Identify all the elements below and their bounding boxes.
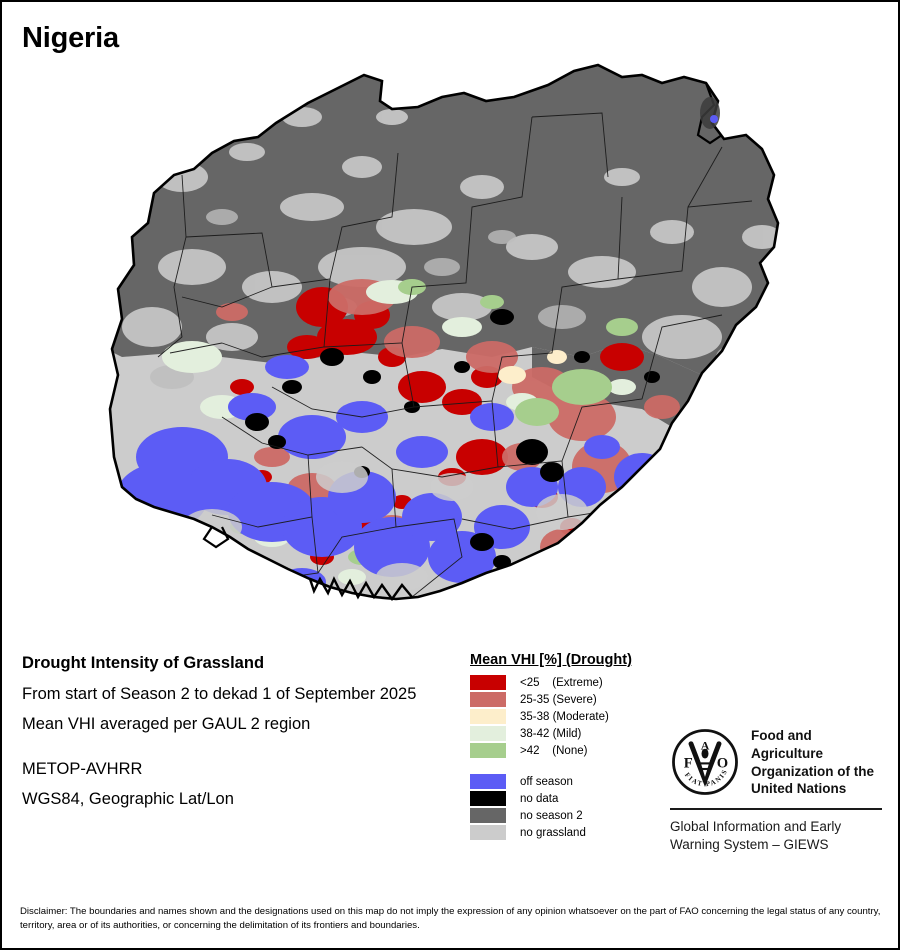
legend-label-extreme: <25 (Extreme) — [520, 676, 603, 689]
national-boundary — [108, 63, 780, 601]
legend-label-no-data: no data — [520, 792, 559, 805]
legend-swatch-none — [470, 743, 506, 758]
legend-item-extreme: <25 (Extreme) — [470, 674, 670, 691]
lake-chad — [700, 97, 720, 129]
niger-delta-coast — [308, 576, 413, 602]
fao-divider — [670, 808, 882, 811]
page-title: Nigeria — [22, 22, 119, 54]
legend-item-none: >42 (None) — [470, 742, 670, 759]
legend-item-no-season-2: no season 2 — [470, 807, 670, 824]
map-canvas[interactable] — [62, 57, 852, 637]
legend-item-off-season: off season — [470, 773, 670, 790]
map-raster-layer — [110, 65, 778, 599]
legend-item-no-data: no data — [470, 790, 670, 807]
admin-boundaries — [157, 112, 763, 598]
caption-projection: WGS84, Geographic Lat/Lon — [22, 790, 234, 808]
fao-emblem-icon: F A O FIAT PANIS — [672, 729, 738, 795]
map-caption: Drought Intensity of Grassland From star… — [22, 655, 452, 822]
legend-item-severe: 25-35 (Severe) — [470, 691, 670, 708]
caption-period: From start of Season 2 to dekad 1 of Sep… — [22, 684, 417, 703]
giews-name: Global Information and Early Warning Sys… — [670, 818, 885, 854]
legend-item-moderate: 35-38 (Moderate) — [470, 708, 670, 725]
fao-name: Food and Agriculture Organization of the… — [751, 727, 885, 798]
legend-item-mild: 38-42 (Mild) — [470, 725, 670, 742]
fao-name-line1: Food and Agriculture — [751, 728, 824, 761]
legend-label-severe: 25-35 (Severe) — [520, 693, 597, 706]
fao-logo-row: F A O FIAT PANIS Food and Agriculture Or… — [670, 727, 885, 798]
fao-name-line3: United Nations — [751, 781, 847, 797]
legend-label-no-grassland: no grassland — [520, 826, 586, 839]
legend-title: Mean VHI [%] (Drought) — [470, 652, 632, 668]
legend-swatch-no-grassland — [470, 825, 506, 840]
caption-sensor: METOP-AVHRR — [22, 759, 143, 778]
giews-line2: Warning System – GIEWS — [670, 837, 829, 853]
legend-swatch-extreme — [470, 675, 506, 690]
legend: Mean VHI [%] (Drought) <25 (Extreme) 25-… — [470, 652, 670, 841]
giews-line1: Global Information and Early — [670, 819, 842, 835]
fao-letter-f: F — [684, 756, 693, 772]
fao-name-line2: Organization of the — [751, 763, 874, 779]
legend-swatch-severe — [470, 692, 506, 707]
legend-label-mild: 38-42 (Mild) — [520, 727, 582, 740]
lake-chad-water — [710, 115, 718, 123]
legend-label-no-season-2: no season 2 — [520, 809, 583, 822]
caption-product-title: Drought Intensity of Grassland — [22, 654, 265, 672]
legend-swatch-no-season-2 — [470, 808, 506, 823]
legend-spacer — [470, 759, 670, 773]
lagos-lagoon — [202, 526, 230, 549]
legend-swatch-no-data — [470, 791, 506, 806]
fao-letter-a: A — [701, 738, 710, 752]
legend-swatch-moderate — [470, 709, 506, 724]
fao-branding: F A O FIAT PANIS Food and Agriculture Or… — [670, 727, 885, 855]
legend-swatch-off-season — [470, 774, 506, 789]
caption-gap — [22, 747, 452, 761]
nigeria-choropleth — [108, 63, 780, 602]
caption-aggregation: Mean VHI averaged per GAUL 2 region — [22, 715, 311, 733]
disclaimer-text: Disclaimer: The boundaries and names sho… — [20, 906, 881, 931]
legend-item-no-grassland: no grassland — [470, 824, 670, 841]
legend-label-off-season: off season — [520, 775, 573, 788]
fao-letter-o: O — [717, 756, 728, 772]
legend-label-none: >42 (None) — [520, 744, 588, 757]
legend-swatch-mild — [470, 726, 506, 741]
legend-label-moderate: 35-38 (Moderate) — [520, 710, 609, 723]
